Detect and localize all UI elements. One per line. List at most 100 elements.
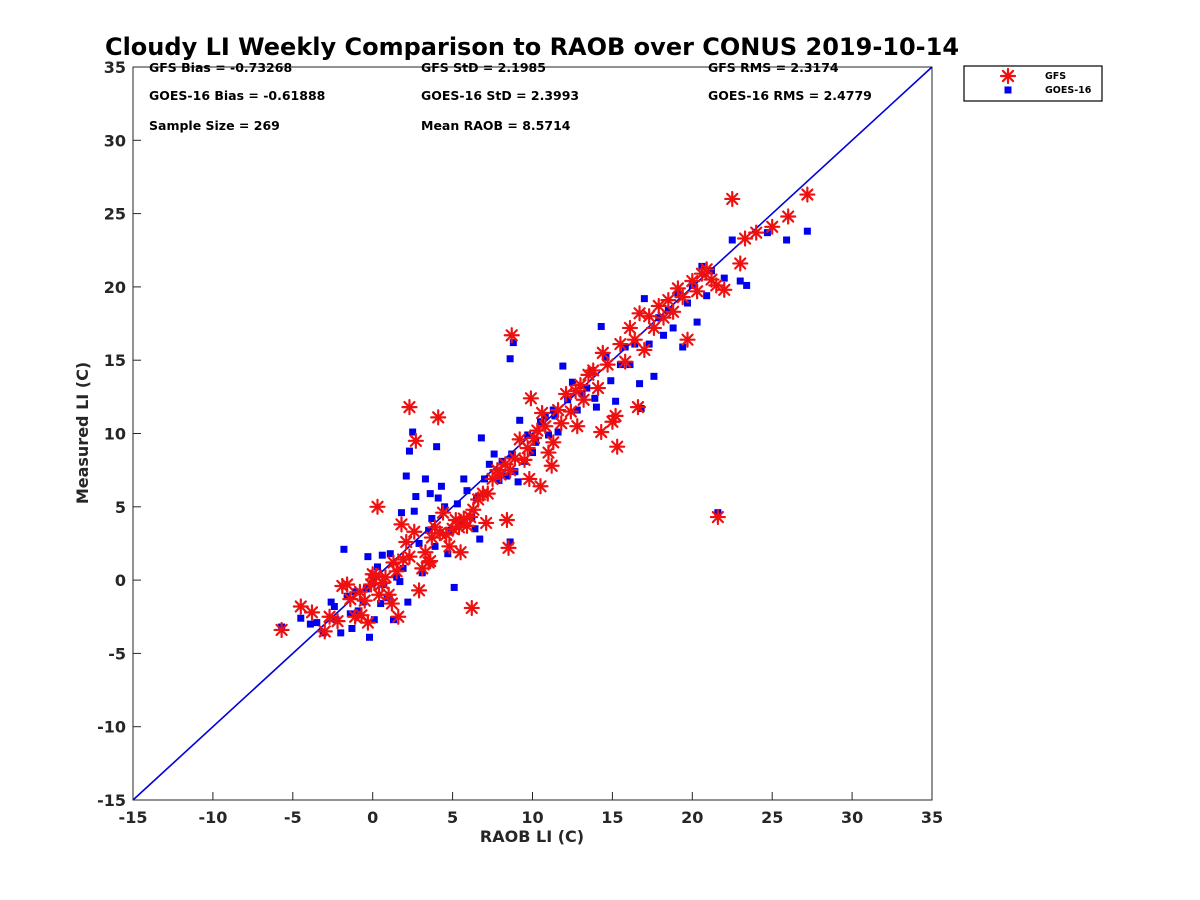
goes16-point (409, 428, 417, 436)
gfs-point (369, 498, 386, 515)
gfs-point (441, 538, 458, 555)
goes16-point (313, 619, 321, 627)
gfs-point (533, 404, 551, 422)
goes16-point (516, 416, 524, 424)
goes16-point (410, 507, 418, 515)
gfs-point (621, 319, 639, 337)
gfs-point (339, 576, 356, 593)
y-tick-label: -15 (97, 791, 126, 810)
goes16-legend-symbol (1004, 86, 1012, 94)
goes16-point (402, 472, 410, 480)
gfs-point (303, 604, 321, 621)
y-tick-label: -5 (108, 644, 126, 663)
gfs-point (390, 608, 407, 625)
gfs-point (732, 255, 749, 272)
goes16-point (559, 362, 567, 370)
gfs-point (500, 539, 517, 556)
gfs-point (537, 418, 554, 435)
goes16-point (490, 450, 498, 458)
gfs-point (780, 208, 797, 225)
goes16-point (297, 614, 305, 622)
stat-annotation: GFS StD = 2.1985 (421, 60, 546, 75)
y-tick-label: 10 (104, 425, 126, 444)
gfs-point (479, 485, 496, 502)
stat-annotation: GOES-16 StD = 2.3993 (421, 88, 579, 103)
stat-annotation: GOES-16 RMS = 2.4779 (708, 88, 872, 103)
legend-gfs-marker (999, 67, 1017, 85)
goes16-point (433, 443, 441, 451)
legend: GFS GOES-16 (963, 65, 1103, 102)
gfs-point (764, 218, 781, 235)
x-tick-label: 25 (761, 808, 783, 827)
gfs-point (383, 595, 400, 612)
goes16-point (485, 460, 493, 468)
goes16-point (397, 509, 405, 517)
x-tick-label: 5 (447, 808, 458, 827)
gfs-point (612, 335, 629, 353)
goes16-point (389, 616, 397, 624)
stat-annotation: Sample Size = 269 (149, 118, 280, 133)
legend-goes16-label: GOES-16 (1045, 85, 1092, 96)
gfs-point (543, 457, 560, 474)
goes16-point (568, 378, 576, 386)
gfs-point (388, 563, 405, 580)
x-tick-label: 10 (521, 808, 543, 827)
gfs-point (631, 305, 648, 322)
goes16-point (703, 292, 711, 300)
stat-annotation: Mean RAOB = 8.5714 (421, 118, 571, 133)
gfs-point (503, 327, 520, 344)
gfs-point (607, 407, 624, 425)
goes16-point (554, 428, 562, 436)
goes16-point (616, 361, 624, 369)
gfs-point (398, 533, 415, 551)
goes16-point (437, 482, 445, 490)
goes16-point (679, 343, 687, 351)
gfs-point (709, 508, 726, 526)
gfs-point (669, 280, 687, 297)
goes16-point (495, 476, 503, 484)
gfs-point (353, 607, 370, 624)
goes16-point (346, 610, 354, 618)
gfs-point (463, 599, 480, 617)
gfs-point (401, 548, 418, 565)
gfs-point (430, 409, 447, 426)
goes16-point (532, 438, 540, 446)
goes16-point (736, 277, 744, 285)
gfs-point (679, 331, 696, 348)
goes16-point (803, 227, 811, 235)
gfs-point (434, 504, 452, 521)
gfs-point (594, 344, 611, 361)
stat-annotation: GOES-16 Bias = -0.61888 (149, 88, 325, 103)
y-tick-label: -10 (97, 718, 126, 737)
gfs-point (799, 186, 816, 203)
one-to-one-reference-line (132, 66, 933, 801)
gfs-point (545, 434, 562, 451)
goes16-point (476, 535, 484, 543)
goes16-point (503, 472, 511, 480)
goes16-point (426, 490, 434, 498)
gfs-legend-symbol (999, 67, 1017, 85)
goes16-point (564, 396, 572, 404)
goes16-point (626, 361, 634, 369)
goes16-point (425, 526, 433, 534)
gfs-point (407, 432, 424, 449)
y-tick-label: 0 (115, 571, 126, 590)
goes16-point (506, 355, 514, 363)
gfs-point (575, 391, 592, 408)
gfs-point (363, 576, 380, 593)
gfs-point (498, 511, 516, 529)
gfs-point (393, 516, 410, 533)
gfs-point (569, 418, 586, 435)
y-tick-label: 35 (104, 58, 126, 77)
gfs-point (641, 308, 658, 325)
gfs-point (406, 523, 423, 540)
goes16-point (621, 343, 629, 351)
goes16-point (636, 380, 644, 388)
goes16-point (693, 318, 701, 326)
gfs-point (292, 598, 309, 615)
x-axis-label: RAOB LI (C) (480, 827, 584, 846)
gfs-point (660, 291, 677, 309)
goes16-point (506, 538, 514, 546)
statistics-annotations: GFS Bias = -0.73268 GFS StD = 2.1985 GFS R… (149, 60, 872, 133)
goes16-point (378, 551, 386, 559)
